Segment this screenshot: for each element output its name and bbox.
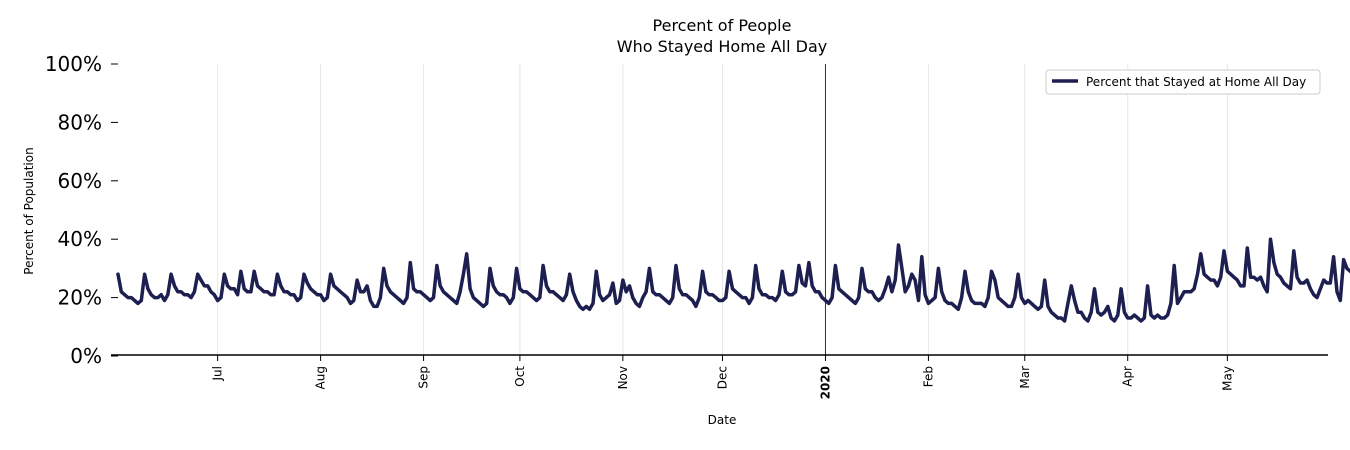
chart-title: Percent of People	[653, 16, 792, 35]
x-tick-label: Sep	[417, 366, 431, 389]
x-tick-label: Feb	[921, 366, 935, 387]
x-axis-label: Date	[708, 413, 737, 427]
x-axis: Jul Aug Sep Oct Nov Dec 2020 Feb Mar Apr May	[211, 355, 1234, 399]
y-tick-label: 60%	[58, 169, 102, 193]
x-tick-label: Nov	[616, 366, 630, 389]
chart-subtitle: Who Stayed Home All Day	[617, 37, 827, 56]
x-tick-label: 2020	[818, 366, 832, 399]
x-tick-label: May	[1220, 366, 1234, 391]
y-axis: 0% 20% 40% 60% 80% 100%	[45, 52, 118, 368]
legend-box	[1045, 69, 1321, 95]
y-tick-label: 20%	[58, 286, 102, 310]
y-axis-label: Percent of Population	[22, 147, 36, 274]
x-tick-label: Oct	[513, 366, 527, 387]
y-tick-label: 0%	[70, 344, 102, 368]
series-line-stayed-home	[116, 237, 1350, 323]
legend-label: Percent that Stayed at Home All Day	[1086, 75, 1306, 89]
x-tick-label: Mar	[1018, 366, 1032, 389]
legend: Percent that Stayed at Home All Day	[1045, 69, 1321, 95]
x-tick-label: Jul	[211, 366, 225, 381]
y-tick-label: 100%	[45, 52, 102, 76]
y-tick-label: 40%	[58, 227, 102, 251]
x-tick-label: Aug	[314, 366, 328, 389]
y-tick-label: 80%	[58, 110, 102, 134]
x-tick-label: Dec	[716, 366, 730, 389]
x-gridlines	[217, 64, 1228, 355]
x-tick-label: Apr	[1121, 366, 1135, 387]
